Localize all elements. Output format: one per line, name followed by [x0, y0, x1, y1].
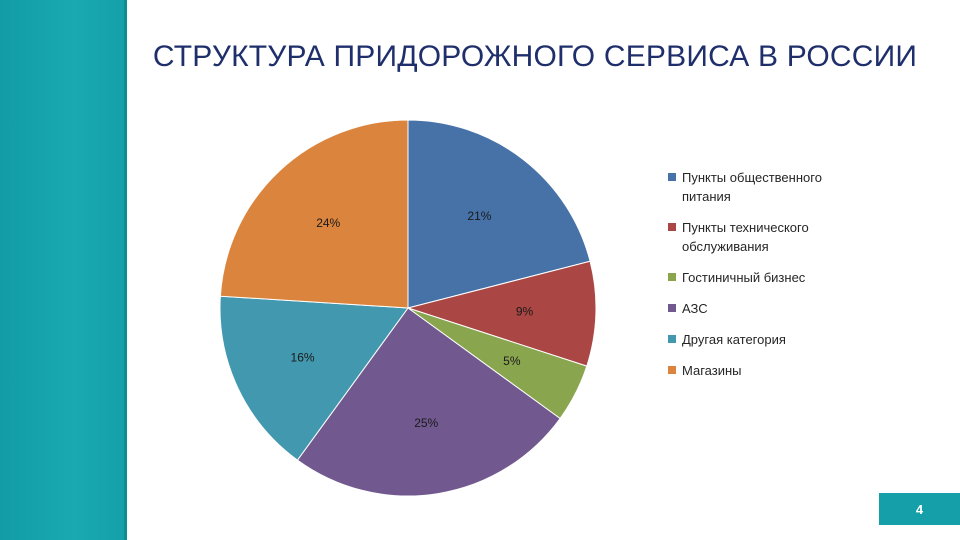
legend-label: Пункты общественного питания [682, 170, 822, 204]
legend-item: Другая категория [668, 330, 858, 349]
legend-label: АЗС [682, 301, 708, 316]
legend-label: Гостиничный бизнес [682, 270, 806, 285]
slide-title: СТРУКТУРА ПРИДОРОЖНОГО СЕРВИСА В РОССИИ [152, 40, 918, 73]
slice-data-label: 21% [467, 209, 491, 223]
pie-slice [296, 307, 561, 497]
legend-item: Пункты общественного питания [668, 168, 858, 206]
side-accent-bar [0, 0, 124, 540]
slice-data-label: 24% [316, 216, 340, 230]
slide-number: 4 [879, 493, 960, 525]
pie-slice [407, 119, 591, 309]
legend-label: Пункты технического обслуживания [682, 220, 809, 254]
legend-item: Пункты технического обслуживания [668, 218, 858, 256]
legend-swatch [668, 223, 676, 231]
side-accent-stripe [124, 0, 127, 540]
legend-item: АЗС [668, 299, 858, 318]
legend-swatch [668, 173, 676, 181]
pie-slice [219, 295, 409, 461]
slice-data-label: 9% [516, 305, 534, 319]
chart-legend: Пункты общественного питания Пункты техни… [668, 168, 858, 380]
pie-slice [406, 260, 597, 367]
legend-swatch [668, 304, 676, 312]
legend-item: Магазины [668, 361, 858, 380]
slice-data-label: 5% [503, 354, 521, 368]
pie-slice [219, 119, 409, 309]
slice-data-label: 16% [291, 351, 315, 365]
legend-item: Гостиничный бизнес [668, 268, 858, 287]
legend-label: Магазины [682, 363, 742, 378]
slice-data-label: 25% [414, 416, 438, 430]
legend-swatch [668, 366, 676, 374]
legend-swatch [668, 273, 676, 281]
legend-swatch [668, 335, 676, 343]
legend-label: Другая категория [682, 332, 786, 347]
